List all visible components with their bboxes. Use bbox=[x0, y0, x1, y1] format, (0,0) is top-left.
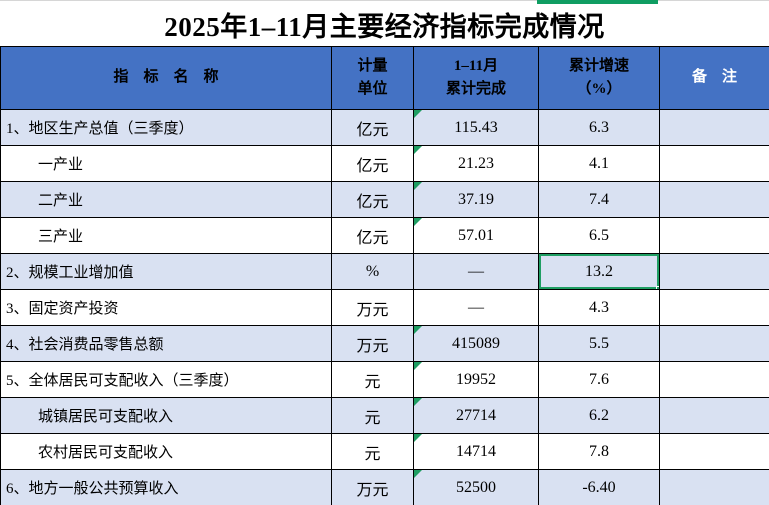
selected-column-indicator bbox=[537, 0, 658, 4]
page-title: 2025年1–11月主要经济指标完成情况 bbox=[164, 12, 605, 42]
note-cell[interactable] bbox=[659, 109, 769, 146]
indicator-name-cell[interactable]: 一产业 bbox=[0, 145, 332, 182]
value-cell[interactable]: 14714 bbox=[413, 433, 539, 470]
header-cumulative-value[interactable]: 1–11月 累计完成 bbox=[413, 46, 539, 110]
note-cell[interactable] bbox=[659, 289, 769, 326]
number-stored-as-text-flag-icon bbox=[414, 398, 422, 406]
value-cell[interactable]: 415089 bbox=[413, 325, 539, 362]
indicators-table: 指 标 名 称 计量 单位 1–11月 累计完成 累计增速 （%） 备 注 1、… bbox=[0, 46, 769, 505]
value-text: 27714 bbox=[456, 406, 496, 424]
growth-cell[interactable]: 6.2 bbox=[538, 397, 660, 434]
indicator-name-cell[interactable]: 5、全体居民可支配收入（三季度） bbox=[0, 361, 332, 398]
note-cell[interactable] bbox=[659, 361, 769, 398]
unit-cell[interactable]: 元 bbox=[331, 397, 414, 434]
unit-cell[interactable]: 元 bbox=[331, 433, 414, 470]
value-cell[interactable]: 37.19 bbox=[413, 181, 539, 218]
selected-cell-value: 13.2 bbox=[585, 262, 613, 280]
indicator-name-cell[interactable]: 1、地区生产总值（三季度） bbox=[0, 109, 332, 146]
note-cell[interactable] bbox=[659, 325, 769, 362]
indicator-name-cell[interactable]: 三产业 bbox=[0, 217, 332, 254]
number-stored-as-text-flag-icon bbox=[414, 434, 422, 442]
header-indicator-name[interactable]: 指 标 名 称 bbox=[0, 46, 332, 110]
value-cell[interactable]: — bbox=[413, 253, 539, 290]
value-text: 52500 bbox=[456, 478, 496, 496]
indicator-name-cell[interactable]: 二产业 bbox=[0, 181, 332, 218]
sheet-top-edge bbox=[0, 0, 769, 4]
table-row: 4、社会消费品零售总额 万元 415089 5.5 bbox=[0, 325, 769, 362]
table-row: 一产业 亿元 21.23 4.1 bbox=[0, 145, 769, 182]
unit-cell[interactable]: 亿元 bbox=[331, 109, 414, 146]
number-stored-as-text-flag-icon bbox=[414, 326, 422, 334]
table-row: 二产业 亿元 37.19 7.4 bbox=[0, 181, 769, 218]
table-row: 3、固定资产投资 万元 — 4.3 bbox=[0, 289, 769, 326]
number-stored-as-text-flag-icon bbox=[414, 182, 422, 190]
table-row: 农村居民可支配收入 元 14714 7.8 bbox=[0, 433, 769, 470]
growth-cell[interactable]: 4.1 bbox=[538, 145, 660, 182]
unit-cell[interactable]: 万元 bbox=[331, 325, 414, 362]
title-bar: 2025年1–11月主要经济指标完成情况 bbox=[0, 3, 769, 46]
table-row: 6、地方一般公共预算收入 万元 52500 -6.40 bbox=[0, 469, 769, 505]
note-cell[interactable] bbox=[659, 469, 769, 505]
number-stored-as-text-flag-icon bbox=[414, 218, 422, 226]
value-cell[interactable]: 21.23 bbox=[413, 145, 539, 182]
header-row: 指 标 名 称 计量 单位 1–11月 累计完成 累计增速 （%） 备 注 bbox=[0, 46, 769, 110]
header-cumulative-growth[interactable]: 累计增速 （%） bbox=[538, 46, 660, 110]
value-text: 415089 bbox=[452, 334, 500, 352]
number-stored-as-text-flag-icon bbox=[414, 110, 422, 118]
growth-cell[interactable]: 6.5 bbox=[538, 217, 660, 254]
unit-cell[interactable]: 元 bbox=[331, 361, 414, 398]
growth-cell[interactable]: 7.6 bbox=[538, 361, 660, 398]
unit-cell[interactable]: 亿元 bbox=[331, 145, 414, 182]
indicator-name-cell[interactable]: 6、地方一般公共预算收入 bbox=[0, 469, 332, 505]
growth-cell[interactable]: 5.5 bbox=[538, 325, 660, 362]
indicator-name-cell[interactable]: 2、规模工业增加值 bbox=[0, 253, 332, 290]
growth-cell[interactable]: -6.40 bbox=[538, 469, 660, 505]
growth-cell[interactable]: 4.3 bbox=[538, 289, 660, 326]
value-text: 19952 bbox=[456, 370, 496, 388]
growth-cell[interactable]: 6.3 bbox=[538, 109, 660, 146]
table-row: 5、全体居民可支配收入（三季度） 元 19952 7.6 bbox=[0, 361, 769, 398]
table-row: 2、规模工业增加值 % — 13.2 bbox=[0, 253, 769, 290]
value-text: 57.01 bbox=[458, 226, 494, 244]
unit-cell[interactable]: 亿元 bbox=[331, 217, 414, 254]
value-text: 37.19 bbox=[458, 190, 494, 208]
note-cell[interactable] bbox=[659, 145, 769, 182]
indicator-name-cell[interactable]: 3、固定资产投资 bbox=[0, 289, 332, 326]
number-stored-as-text-flag-icon bbox=[414, 146, 422, 154]
unit-cell[interactable]: 万元 bbox=[331, 289, 414, 326]
value-text: 21.23 bbox=[458, 154, 494, 172]
value-text: 115.43 bbox=[454, 118, 498, 136]
fill-handle[interactable] bbox=[656, 286, 659, 289]
header-unit[interactable]: 计量 单位 bbox=[331, 46, 414, 110]
value-cell[interactable]: — bbox=[413, 289, 539, 326]
note-cell[interactable] bbox=[659, 253, 769, 290]
table-row: 城镇居民可支配收入 元 27714 6.2 bbox=[0, 397, 769, 434]
indicator-name-cell[interactable]: 城镇居民可支配收入 bbox=[0, 397, 332, 434]
number-stored-as-text-flag-icon bbox=[414, 470, 422, 478]
value-cell[interactable]: 52500 bbox=[413, 469, 539, 505]
note-cell[interactable] bbox=[659, 397, 769, 434]
value-cell[interactable]: 27714 bbox=[413, 397, 539, 434]
unit-cell[interactable]: 万元 bbox=[331, 469, 414, 505]
table-row: 三产业 亿元 57.01 6.5 bbox=[0, 217, 769, 254]
note-cell[interactable] bbox=[659, 181, 769, 218]
indicator-name-cell[interactable]: 4、社会消费品零售总额 bbox=[0, 325, 332, 362]
value-cell[interactable]: 19952 bbox=[413, 361, 539, 398]
number-stored-as-text-flag-icon bbox=[414, 362, 422, 370]
value-text: 14714 bbox=[456, 442, 496, 460]
value-cell[interactable]: 57.01 bbox=[413, 217, 539, 254]
unit-cell[interactable]: % bbox=[331, 253, 414, 290]
growth-cell[interactable]: 7.4 bbox=[538, 181, 660, 218]
note-cell[interactable] bbox=[659, 217, 769, 254]
growth-cell[interactable]: 7.8 bbox=[538, 433, 660, 470]
header-note[interactable]: 备 注 bbox=[659, 46, 769, 110]
unit-cell[interactable]: 亿元 bbox=[331, 181, 414, 218]
indicator-name-cell[interactable]: 农村居民可支配收入 bbox=[0, 433, 332, 470]
table-row: 1、地区生产总值（三季度） 亿元 115.43 6.3 bbox=[0, 109, 769, 146]
value-cell[interactable]: 115.43 bbox=[413, 109, 539, 146]
note-cell[interactable] bbox=[659, 433, 769, 470]
growth-cell-selected[interactable]: 13.2 bbox=[538, 253, 660, 290]
